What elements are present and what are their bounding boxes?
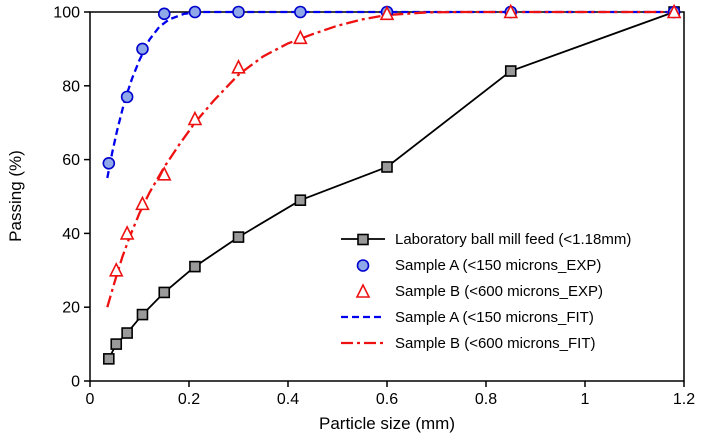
legend-entry: Sample B (<600 microns_EXP) bbox=[340, 278, 631, 304]
square-marker bbox=[294, 194, 307, 206]
square-marker bbox=[110, 338, 123, 350]
x-tick-label: 0.2 bbox=[178, 391, 200, 408]
legend: Laboratory ball mill feed (<1.18mm) Sampl… bbox=[340, 226, 631, 356]
circle-marker bbox=[136, 42, 149, 56]
triangle-marker bbox=[119, 225, 135, 240]
circle-marker bbox=[188, 5, 202, 19]
square-marker bbox=[103, 353, 115, 365]
legend-entry: Sample A (<150 microns_EXP) bbox=[340, 252, 631, 278]
y-tick-label: 100 bbox=[53, 5, 80, 22]
square-marker bbox=[504, 65, 517, 77]
legend-label: Sample A (<150 microns_FIT) bbox=[395, 308, 594, 326]
circle-marker bbox=[102, 156, 116, 170]
legend-symbol bbox=[341, 341, 385, 345]
triangle-marker bbox=[156, 166, 172, 181]
triangle-marker bbox=[503, 3, 519, 19]
circle-marker bbox=[157, 7, 171, 21]
x-tick-label: 0.6 bbox=[376, 391, 398, 408]
y-tick-label: 80 bbox=[62, 78, 80, 95]
square-marker bbox=[232, 231, 245, 243]
legend-label: Sample B (<600 microns_FIT) bbox=[395, 334, 596, 352]
legend-symbol bbox=[341, 233, 385, 246]
y-tick-label: 60 bbox=[62, 152, 80, 169]
triangle-marker bbox=[355, 283, 371, 298]
legend-symbol bbox=[341, 315, 385, 319]
triangle-marker bbox=[666, 3, 682, 19]
triangle-marker bbox=[187, 110, 203, 126]
triangle-marker bbox=[293, 29, 308, 45]
triangle-marker bbox=[108, 262, 124, 277]
legend-entry: Laboratory ball mill feed (<1.18mm) bbox=[340, 226, 631, 252]
square-marker bbox=[381, 161, 393, 173]
circle-marker bbox=[120, 90, 134, 104]
square-marker bbox=[121, 327, 133, 339]
x-tick-label: 0.4 bbox=[277, 391, 299, 408]
square-marker bbox=[158, 286, 171, 299]
circle-marker bbox=[356, 259, 370, 272]
triangle-marker bbox=[135, 195, 150, 211]
x-tick-label: 1.2 bbox=[673, 391, 695, 408]
y-tick-label: 40 bbox=[62, 226, 80, 243]
legend-entry: Sample B (<600 microns_FIT) bbox=[340, 330, 631, 356]
square-marker bbox=[136, 308, 149, 321]
circle-marker bbox=[232, 5, 245, 19]
x-tick-label: 0.8 bbox=[475, 391, 497, 408]
circle-marker bbox=[294, 5, 307, 19]
series-line-4 bbox=[106, 10, 675, 308]
legend-symbol bbox=[356, 259, 370, 272]
triangle-marker bbox=[231, 59, 246, 74]
legend-symbol bbox=[355, 283, 371, 298]
x-tick-label: 0 bbox=[86, 391, 95, 408]
legend-label: Sample B (<600 microns_EXP) bbox=[395, 282, 604, 300]
legend-label: Laboratory ball mill feed (<1.18mm) bbox=[395, 230, 632, 248]
legend-entry: Sample A (<150 microns_FIT) bbox=[340, 304, 631, 330]
y-tick-label: 0 bbox=[71, 374, 80, 391]
square-marker bbox=[357, 233, 369, 246]
series-line-3 bbox=[106, 10, 675, 179]
y-axis-title: Passing (%) bbox=[6, 150, 25, 242]
x-tick-label: 1 bbox=[581, 391, 590, 408]
x-axis-title: Particle size (mm) bbox=[318, 414, 455, 433]
square-marker bbox=[189, 260, 201, 273]
legend-label: Sample A (<150 microns_EXP) bbox=[395, 256, 602, 274]
triangle-marker bbox=[379, 5, 395, 21]
y-tick-label: 20 bbox=[62, 300, 80, 317]
